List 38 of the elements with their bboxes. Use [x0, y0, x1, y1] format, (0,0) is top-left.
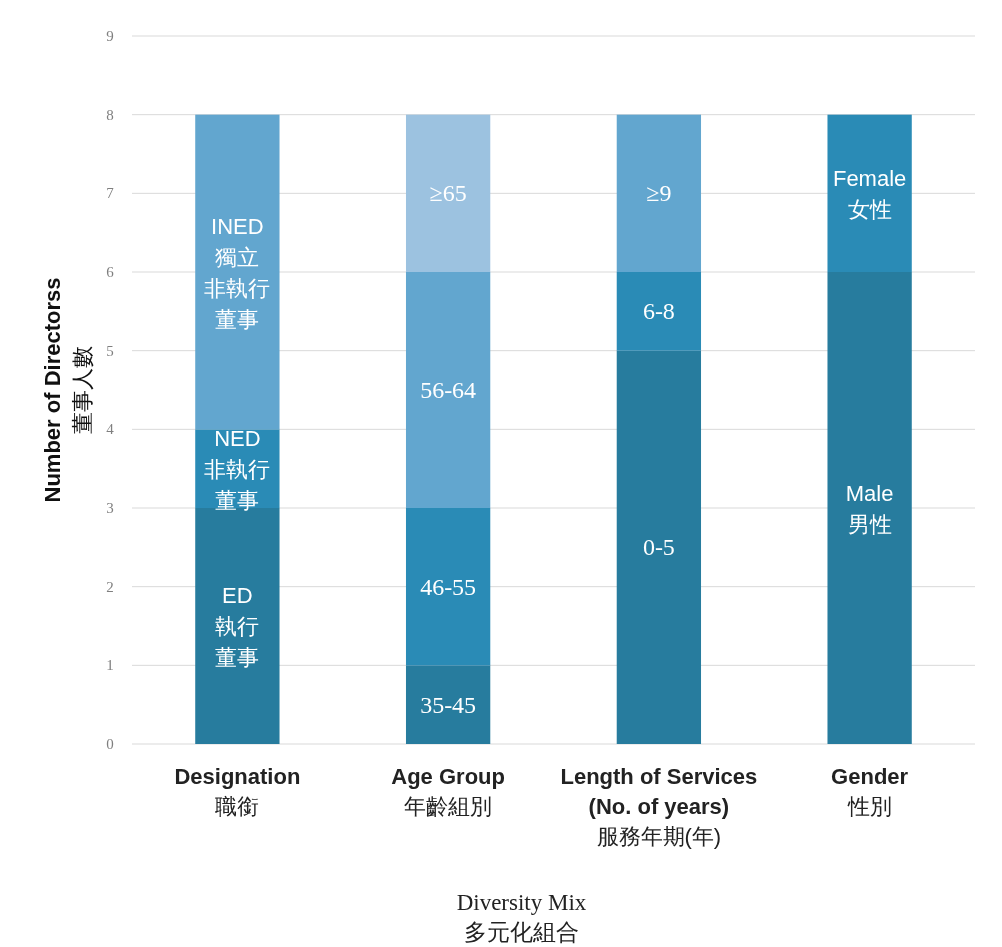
- x-tick-label: Length of Services (No. of years) 服務年期(年): [560, 764, 758, 849]
- bar: [405, 114, 491, 272]
- y-axis-title: Number of Directorss 董事人數: [40, 277, 95, 503]
- data-label: ≥65: [429, 180, 467, 207]
- data-label: 56-64: [420, 377, 477, 403]
- x-axis-title: Diversity Mix 多元化組合: [456, 890, 587, 945]
- y-tick-label: 7: [106, 185, 115, 202]
- data-label: Male 男性: [845, 480, 894, 537]
- y-tick-label: 1: [106, 657, 114, 674]
- x-tick-label: Designation 職銜: [174, 764, 301, 819]
- bar: [616, 350, 702, 744]
- data-label: ≥9: [646, 180, 672, 207]
- y-tick-label: 9: [106, 28, 114, 44]
- bar: [405, 665, 491, 744]
- bar: [827, 272, 912, 744]
- y-tick-label: 2: [106, 578, 114, 595]
- bar: [827, 114, 912, 272]
- y-tick-label: 4: [106, 421, 115, 438]
- data-label: INED 獨立非執行董事: [204, 213, 271, 332]
- data-label: NED 非執行董事: [204, 425, 271, 513]
- y-tick-label: 3: [106, 500, 114, 516]
- bar: [405, 272, 491, 508]
- data-label: 35-45: [420, 691, 477, 718]
- data-label: 6-8: [642, 298, 675, 325]
- y-tick-label: 5: [106, 342, 114, 359]
- bar: [195, 114, 280, 430]
- data-label: 46-55: [420, 573, 477, 600]
- data-label: Female 女性: [832, 165, 907, 222]
- y-tick-label: 8: [106, 106, 114, 123]
- y-tick-label: 6: [106, 264, 115, 280]
- x-tick-label: Age Group 年齡組別: [391, 764, 505, 819]
- bar: [616, 272, 702, 351]
- y-tick-label: 0: [106, 736, 114, 752]
- data-label: ED 執行董事: [215, 583, 260, 670]
- bar: [405, 508, 491, 666]
- data-label: 0-5: [642, 534, 675, 561]
- x-tick-label: Gender 性別: [831, 764, 909, 819]
- bar: [616, 114, 702, 272]
